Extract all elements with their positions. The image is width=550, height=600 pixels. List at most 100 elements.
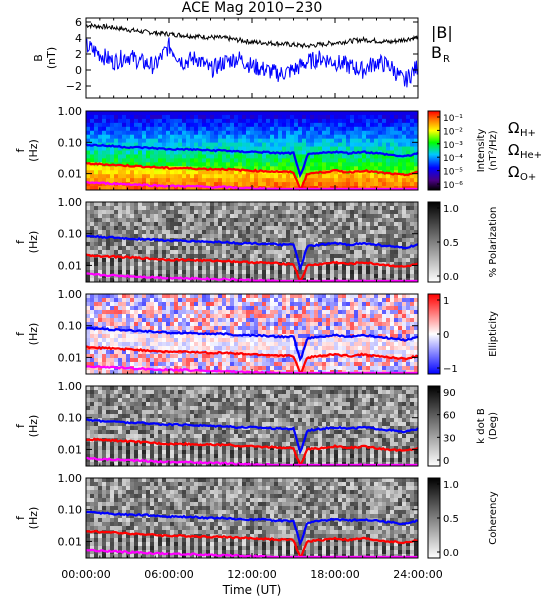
spectrogram-cell: [314, 130, 319, 136]
spectrogram-cell: [306, 118, 311, 124]
spectrogram-cell: [102, 362, 107, 367]
spectrogram-cell: [230, 134, 235, 140]
spectrogram-cell: [270, 250, 275, 255]
spectrogram-cell: [170, 342, 175, 347]
spectrogram-cell: [406, 138, 411, 143]
spectrogram-cell: [302, 318, 307, 323]
spectrogram-cell: [110, 314, 115, 319]
spectrogram-cell: [294, 266, 299, 271]
spectrogram-cell: [190, 134, 195, 140]
spectrogram-cell: [122, 314, 127, 319]
spectrogram-cell: [318, 174, 323, 179]
spectrogram-cell: [290, 118, 295, 124]
spectrogram-cell: [410, 178, 415, 183]
spectrogram-cell: [362, 306, 367, 311]
spectrogram-cell: [170, 226, 175, 231]
spectrogram-cell: [298, 254, 303, 259]
spectrogram-cell: [330, 330, 335, 335]
spectrogram-cell: [174, 202, 179, 207]
spectrogram-cell: [254, 230, 259, 235]
spectrogram-cell: [242, 250, 247, 255]
spectrogram-cell: [134, 202, 139, 207]
spectrogram-cell: [102, 146, 107, 151]
spectrogram-cell: [270, 318, 275, 323]
spectrogram-cell: [258, 274, 263, 279]
spectrogram-cell: [362, 238, 367, 243]
spectrogram-cell: [122, 158, 127, 163]
spectrogram-cell: [294, 258, 299, 263]
spectrogram-cell: [242, 146, 247, 151]
spectrogram-cell: [274, 306, 279, 311]
spectrogram-cell: [326, 146, 331, 151]
spectrogram-cell: [182, 202, 187, 207]
spectrogram-cell: [362, 166, 367, 171]
spectrogram-cell: [302, 118, 307, 124]
spectrogram-cell: [190, 246, 195, 251]
spectrogram-cell: [182, 130, 187, 136]
spectrogram-cell: [110, 166, 115, 171]
spectrogram-cell: [258, 326, 263, 331]
spectrogram-cell: [346, 178, 351, 183]
spectrogram-cell: [390, 222, 395, 227]
spectrogram-cell: [142, 222, 147, 227]
spectrogram-cell: [130, 314, 135, 319]
spectrogram-cell: [266, 130, 271, 136]
spectrogram-cell: [198, 214, 203, 219]
spectrogram-cell: [122, 134, 127, 140]
spectrogram-cell: [150, 111, 155, 116]
spectrogram-cell: [186, 294, 191, 299]
spectrogram-cell: [198, 178, 203, 183]
spectrogram-cell: [170, 250, 175, 255]
spectrogram-cell: [118, 126, 123, 132]
spectrogram-cell: [222, 326, 227, 331]
spectrogram-cell: [258, 126, 263, 132]
spectrogram-cell: [206, 254, 211, 259]
spectrogram-cell: [142, 130, 147, 136]
spectrogram-cell: [398, 250, 403, 255]
spectrogram-cell: [234, 146, 239, 151]
spectrogram-cell: [270, 118, 275, 124]
spectrogram-cell: [182, 126, 187, 132]
spectrogram-cell: [378, 254, 383, 259]
spectrogram-cell: [354, 270, 359, 275]
spectrogram-cell: [154, 186, 159, 191]
spectrogram-cell: [270, 182, 275, 187]
spectrogram-cell: [126, 114, 131, 120]
spectrogram-cell: [358, 226, 363, 231]
spectrogram-cell: [394, 206, 399, 211]
spectrogram-cell: [362, 366, 367, 371]
spectrogram-cell: [238, 326, 243, 331]
spectrogram-cell: [278, 366, 283, 371]
spectrogram-cell: [210, 170, 215, 175]
spectrogram-cell: [182, 162, 187, 167]
spectrogram-cell: [134, 262, 139, 267]
spectrogram-cell: [142, 354, 147, 359]
colorbar-title: % Polarization: [488, 207, 499, 278]
spectrogram-cell: [342, 154, 347, 159]
spectrogram-cell: [386, 270, 391, 275]
spectrogram-cell: [178, 278, 183, 283]
spectrogram-cell: [362, 218, 367, 223]
spectrogram-cell: [382, 174, 387, 179]
spectrogram-cell: [334, 258, 339, 263]
spectrogram-cell: [262, 274, 267, 279]
spectrogram-cell: [170, 354, 175, 359]
spectrogram-cell: [150, 322, 155, 327]
spectrogram-cell: [382, 154, 387, 159]
spectrogram-cell: [374, 358, 379, 363]
spectrogram-cell: [290, 222, 295, 227]
spectrogram-cell: [358, 270, 363, 275]
spectrogram-cell: [134, 234, 139, 239]
spectrogram-cell: [254, 362, 259, 367]
spectrogram-cell: [314, 178, 319, 183]
spectrogram-cell: [218, 294, 223, 299]
spectrogram-cell: [414, 246, 419, 251]
spectrogram-cell: [90, 354, 95, 359]
spectrogram-cell: [342, 178, 347, 183]
spectrogram-cell: [322, 122, 327, 128]
spectrogram-cell: [262, 322, 267, 327]
spectrogram-cell: [170, 318, 175, 323]
spectrogram-cell: [286, 258, 291, 263]
spectrogram-cell: [314, 326, 319, 331]
spectrogram-cell: [190, 206, 195, 211]
